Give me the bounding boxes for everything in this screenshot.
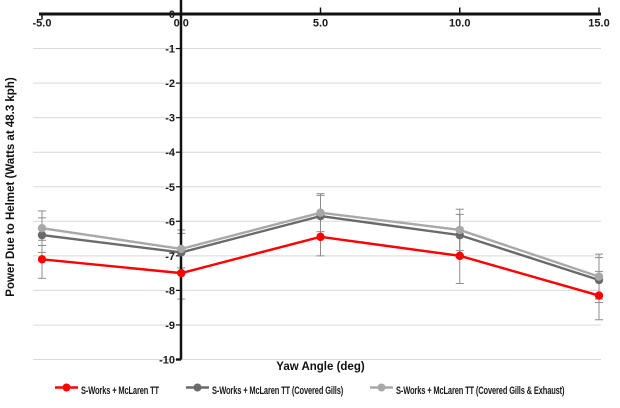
y-tick-label: -4: [165, 147, 176, 159]
legend-label: S-Works + McLaren TT (Covered Gills): [212, 385, 344, 397]
x-tick-label: 10.0: [449, 18, 470, 30]
data-point-marker: [455, 251, 464, 261]
chart-legend: S-Works + McLaren TT S-Works + McLaren TT…: [0, 381, 620, 397]
data-point-marker: [37, 255, 47, 264]
y-axis-title: Power Due to Helmet (Watts at 48.3 kph): [5, 77, 17, 297]
data-point-marker: [37, 224, 47, 233]
legend-marker-icon: [186, 383, 210, 392]
y-tick-label: -7: [165, 251, 175, 263]
y-tick-label: -6: [165, 216, 175, 228]
y-tick-label: -3: [165, 113, 175, 125]
data-point-marker: [455, 225, 464, 235]
data-point-marker: [316, 232, 325, 242]
y-tick-label: -2: [165, 78, 175, 90]
x-tick-label: 15.0: [588, 18, 609, 30]
data-point-marker: [316, 208, 325, 217]
legend-item: S-Works + McLaren TT (Covered Gills & Ex…: [370, 381, 565, 397]
y-tick-label: -8: [165, 285, 175, 297]
x-tick-label: 5.0: [313, 18, 328, 30]
y-tick-label: -9: [165, 320, 175, 332]
x-tick-label: 0.0: [174, 18, 189, 30]
legend-item: S-Works + McLaren TT: [54, 381, 159, 397]
legend-item: S-Works + McLaren TT (Covered Gills): [186, 381, 344, 397]
y-tick-label: 0: [169, 9, 175, 21]
legend-marker-icon: [54, 383, 78, 392]
y-tick-label: -1: [165, 44, 175, 56]
y-tick-label: -10: [159, 355, 175, 367]
x-axis-title: Yaw Angle (deg): [276, 361, 365, 373]
data-point-marker: [594, 272, 604, 281]
data-point-marker: [594, 291, 604, 300]
data-point-marker: [177, 244, 186, 254]
x-tick-label: -5.0: [33, 18, 52, 30]
data-point-marker: [37, 230, 47, 240]
legend-marker-icon: [370, 383, 394, 392]
legend-label: S-Works + McLaren TT: [80, 385, 159, 397]
y-tick-label: -5: [165, 182, 175, 194]
legend-label: S-Works + McLaren TT (Covered Gills & Ex…: [396, 385, 565, 397]
data-point-marker: [177, 268, 186, 278]
